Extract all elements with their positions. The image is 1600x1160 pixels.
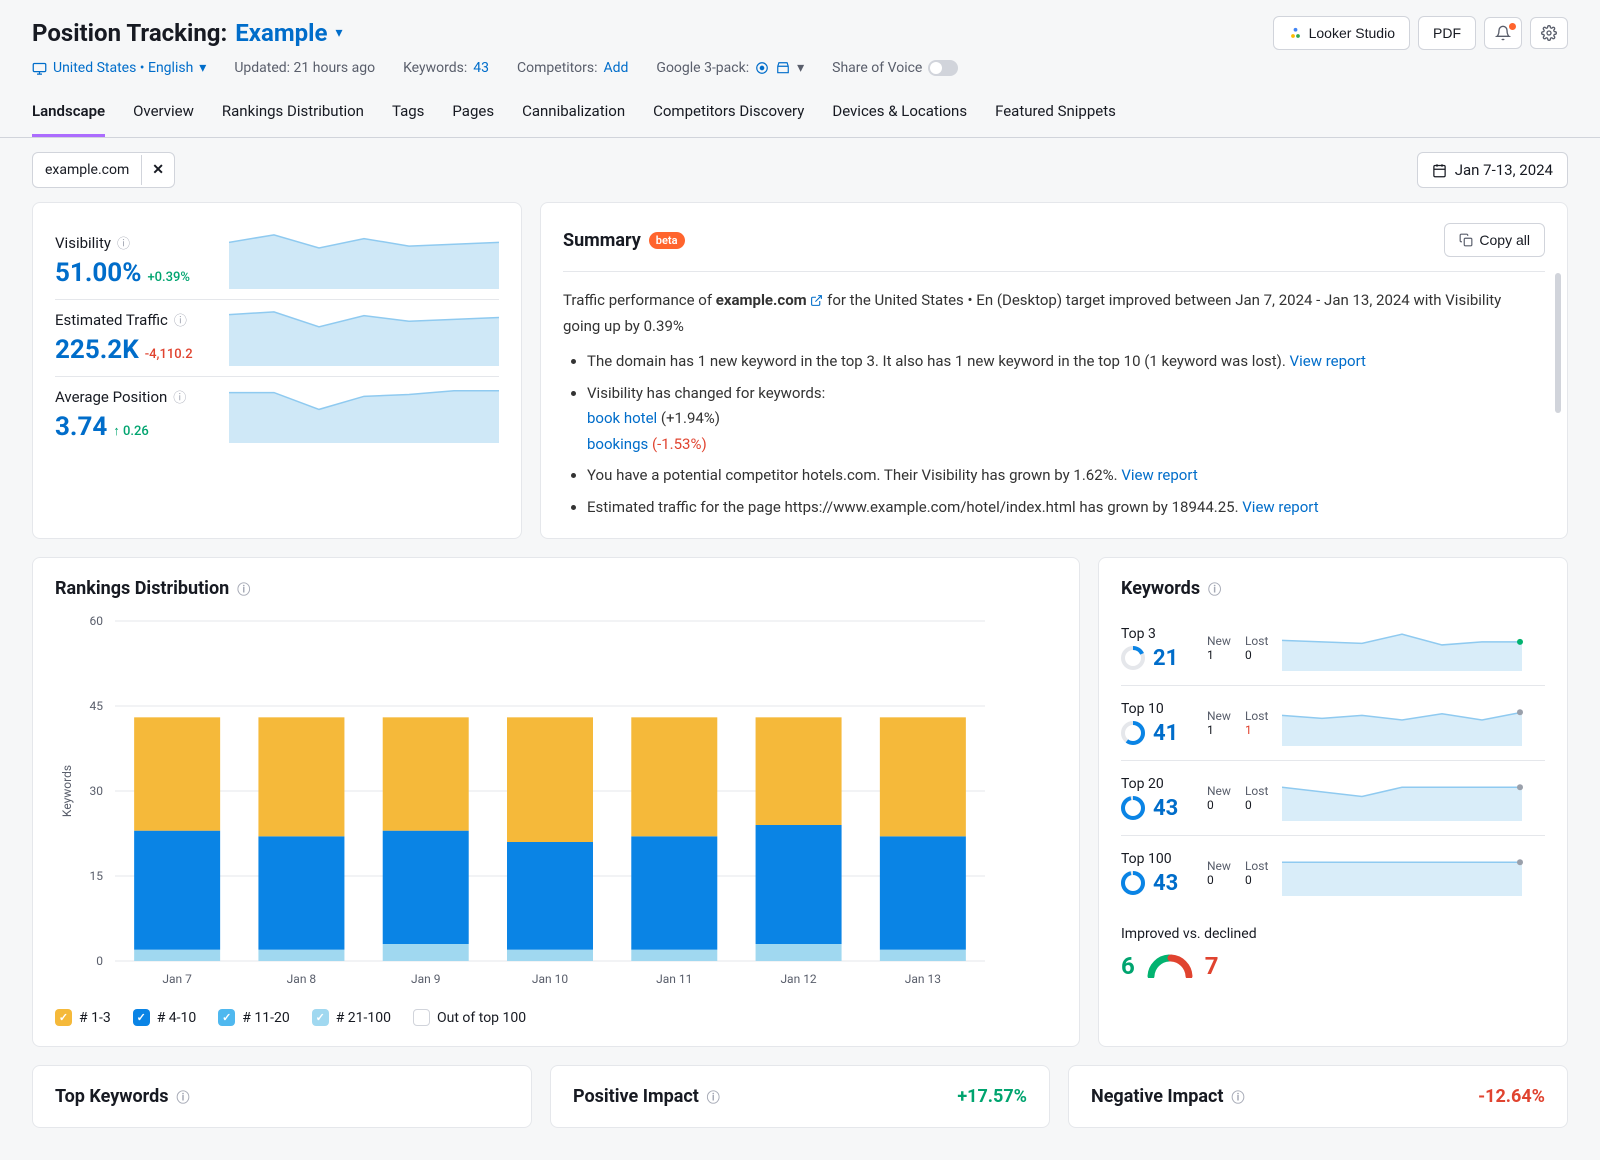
svg-text:60: 60	[90, 614, 104, 628]
legend-item[interactable]: ✓# 4-10	[133, 1009, 197, 1026]
svg-text:Jan 7: Jan 7	[162, 972, 192, 986]
legend-item[interactable]: ✓# 11-20	[218, 1009, 289, 1026]
svg-text:Jan 13: Jan 13	[905, 972, 941, 986]
tab-cannibalization[interactable]: Cannibalization	[522, 90, 625, 137]
position-sparkline	[229, 387, 499, 443]
view-report-link[interactable]: View report	[1121, 466, 1197, 484]
tab-featured-snippets[interactable]: Featured Snippets	[995, 90, 1116, 137]
rankings-distribution-chart: 0 15 30 45 60 Keywords Jan 7 Jan 8 Jan 9 Jan 10 Ja…	[55, 611, 995, 991]
notification-dot	[1508, 22, 1517, 31]
svg-text:45: 45	[90, 699, 104, 713]
keyword-row: Top 100 43 New0 Lost0	[1121, 836, 1545, 910]
legend-item[interactable]: Out of top 100	[413, 1009, 526, 1026]
view-report-link[interactable]: View report	[1242, 498, 1318, 516]
chevron-down-icon: ▾	[797, 60, 804, 76]
keyword-row: Top 20 43 New0 Lost0	[1121, 761, 1545, 836]
svg-text:Jan 12: Jan 12	[780, 972, 816, 986]
toggle-icon[interactable]	[928, 60, 958, 76]
info-icon[interactable]: ⓘ	[707, 1087, 720, 1106]
top-keywords-card: Top Keywords ⓘ	[32, 1065, 532, 1128]
kpi-position: Average Position ⓘ 3.74↑ 0.26	[55, 377, 499, 453]
tab-devices-locations[interactable]: Devices & Locations	[832, 90, 967, 137]
tab-rankings-distribution[interactable]: Rankings Distribution	[222, 90, 364, 137]
pdf-button[interactable]: PDF	[1418, 16, 1476, 50]
svg-text:Jan 10: Jan 10	[532, 972, 568, 986]
page-title: Position Tracking:	[32, 19, 227, 47]
beta-badge: beta	[649, 232, 685, 249]
domain-chip: example.com ✕	[32, 152, 175, 188]
info-icon[interactable]: ⓘ	[176, 1087, 189, 1106]
settings-button[interactable]	[1530, 17, 1568, 49]
tab-tags[interactable]: Tags	[392, 90, 424, 137]
tab-competitors-discovery[interactable]: Competitors Discovery	[653, 90, 804, 137]
svg-text:0: 0	[96, 954, 103, 968]
svg-text:15: 15	[90, 869, 104, 883]
domain-selector[interactable]: Example	[235, 19, 327, 47]
desktop-icon	[32, 62, 47, 75]
looker-icon	[1288, 26, 1303, 41]
chart-legend: ✓# 1-3 ✓# 4-10 ✓# 11-20 ✓# 21-100 Out of top…	[55, 1009, 1057, 1026]
tab-overview[interactable]: Overview	[133, 90, 194, 137]
keywords-count[interactable]: Keywords: 43	[403, 60, 489, 76]
tabs: Landscape Overview Rankings Distribution Ta…	[0, 90, 1600, 138]
keywords-card: Keywords ⓘ Top 3 21 New1 Lost0 Top 10 41…	[1098, 557, 1568, 1047]
summary-card: Summary beta Copy all Traffic performanc…	[540, 202, 1568, 539]
scrollbar[interactable]	[1555, 273, 1561, 413]
negative-impact-card: Negative Impact ⓘ -12.64%	[1068, 1065, 1568, 1128]
target-icon	[755, 61, 769, 75]
gauge-icon	[1147, 954, 1193, 978]
summary-text: Traffic performance of example.com for t…	[563, 288, 1545, 518]
google-3pack[interactable]: Google 3-pack: ▾	[656, 60, 804, 76]
legend-item[interactable]: ✓# 1-3	[55, 1009, 111, 1026]
svg-text:Jan 8: Jan 8	[287, 972, 317, 986]
tab-landscape[interactable]: Landscape	[32, 90, 105, 137]
date-range-selector[interactable]: Jan 7-13, 2024	[1417, 152, 1568, 188]
visibility-sparkline	[229, 233, 499, 289]
svg-text:Jan 9: Jan 9	[411, 972, 441, 986]
calendar-icon	[1432, 163, 1447, 178]
keyword-row: Top 10 41 New1 Lost1	[1121, 686, 1545, 761]
svg-text:30: 30	[90, 784, 104, 798]
chevron-down-icon[interactable]: ▾	[335, 25, 342, 41]
info-icon[interactable]: ⓘ	[117, 233, 130, 252]
share-of-voice-toggle[interactable]: Share of Voice	[832, 60, 958, 76]
info-icon[interactable]: ⓘ	[1208, 579, 1221, 598]
updated-label: Updated: 21 hours ago	[234, 60, 375, 76]
view-report-link[interactable]: View report	[1290, 352, 1366, 370]
chip-remove-button[interactable]: ✕	[141, 155, 174, 185]
looker-studio-button[interactable]: Looker Studio	[1273, 16, 1410, 50]
gear-icon	[1541, 25, 1557, 41]
store-icon	[775, 61, 791, 75]
kpi-visibility: Visibility ⓘ 51.00%+0.39%	[55, 223, 499, 300]
external-link-icon[interactable]	[810, 294, 823, 307]
info-icon[interactable]: ⓘ	[1231, 1087, 1244, 1106]
info-icon[interactable]: ⓘ	[173, 387, 186, 406]
locale-selector[interactable]: United States • English ▾	[32, 60, 206, 76]
chevron-down-icon: ▾	[199, 60, 206, 76]
svg-text:Jan 11: Jan 11	[656, 972, 692, 986]
keyword-row: Top 3 21 New1 Lost0	[1121, 611, 1545, 686]
copy-all-button[interactable]: Copy all	[1444, 223, 1545, 257]
svg-text:Keywords: Keywords	[60, 765, 74, 817]
tab-pages[interactable]: Pages	[452, 90, 494, 137]
competitors-add[interactable]: Competitors: Add	[517, 60, 628, 76]
info-icon[interactable]: ⓘ	[237, 579, 250, 598]
notifications-button[interactable]	[1484, 17, 1522, 49]
legend-item[interactable]: ✓# 21-100	[312, 1009, 391, 1026]
kpi-traffic: Estimated Traffic ⓘ 225.2K-4,110.2	[55, 300, 499, 377]
traffic-sparkline	[229, 310, 499, 366]
kpi-card: Visibility ⓘ 51.00%+0.39% Estimated Traf…	[32, 202, 522, 539]
info-icon[interactable]: ⓘ	[174, 310, 187, 329]
rankings-distribution-card: Rankings Distribution ⓘ 015304560Keyword…	[32, 557, 1080, 1047]
improved-vs-declined: Improved vs. declined 6 7	[1121, 910, 1545, 980]
copy-icon	[1459, 233, 1473, 247]
positive-impact-card: Positive Impact ⓘ +17.57%	[550, 1065, 1050, 1128]
